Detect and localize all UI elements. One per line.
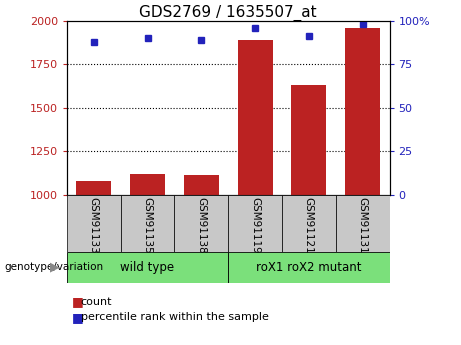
Bar [336,195,390,252]
Bar [184,175,219,195]
Bar [237,40,272,195]
Bar [174,195,228,252]
Text: roX1 roX2 mutant: roX1 roX2 mutant [256,261,361,274]
Text: ■: ■ [71,311,83,324]
Text: GSM91131: GSM91131 [358,197,368,253]
Text: genotype/variation: genotype/variation [5,263,104,272]
Bar [67,252,228,283]
Bar [291,85,326,195]
Text: ▶: ▶ [50,261,59,274]
Text: GSM91121: GSM91121 [304,197,314,253]
Text: GSM91138: GSM91138 [196,197,207,253]
Bar [67,195,121,252]
Bar [345,28,380,195]
Bar [76,181,111,195]
Text: percentile rank within the sample: percentile rank within the sample [81,313,269,322]
Bar [228,195,282,252]
Text: GSM91119: GSM91119 [250,197,260,253]
Bar [228,252,390,283]
Title: GDS2769 / 1635507_at: GDS2769 / 1635507_at [139,4,317,21]
Bar [121,195,174,252]
Text: wild type: wild type [120,261,175,274]
Text: ■: ■ [71,295,83,308]
Bar [130,174,165,195]
Bar [282,195,336,252]
Text: GSM91133: GSM91133 [89,197,99,253]
Text: GSM91135: GSM91135 [142,197,153,253]
Text: count: count [81,297,112,307]
